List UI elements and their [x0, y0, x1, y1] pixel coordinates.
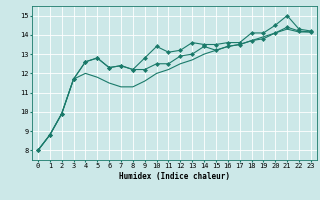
X-axis label: Humidex (Indice chaleur): Humidex (Indice chaleur)	[119, 172, 230, 181]
